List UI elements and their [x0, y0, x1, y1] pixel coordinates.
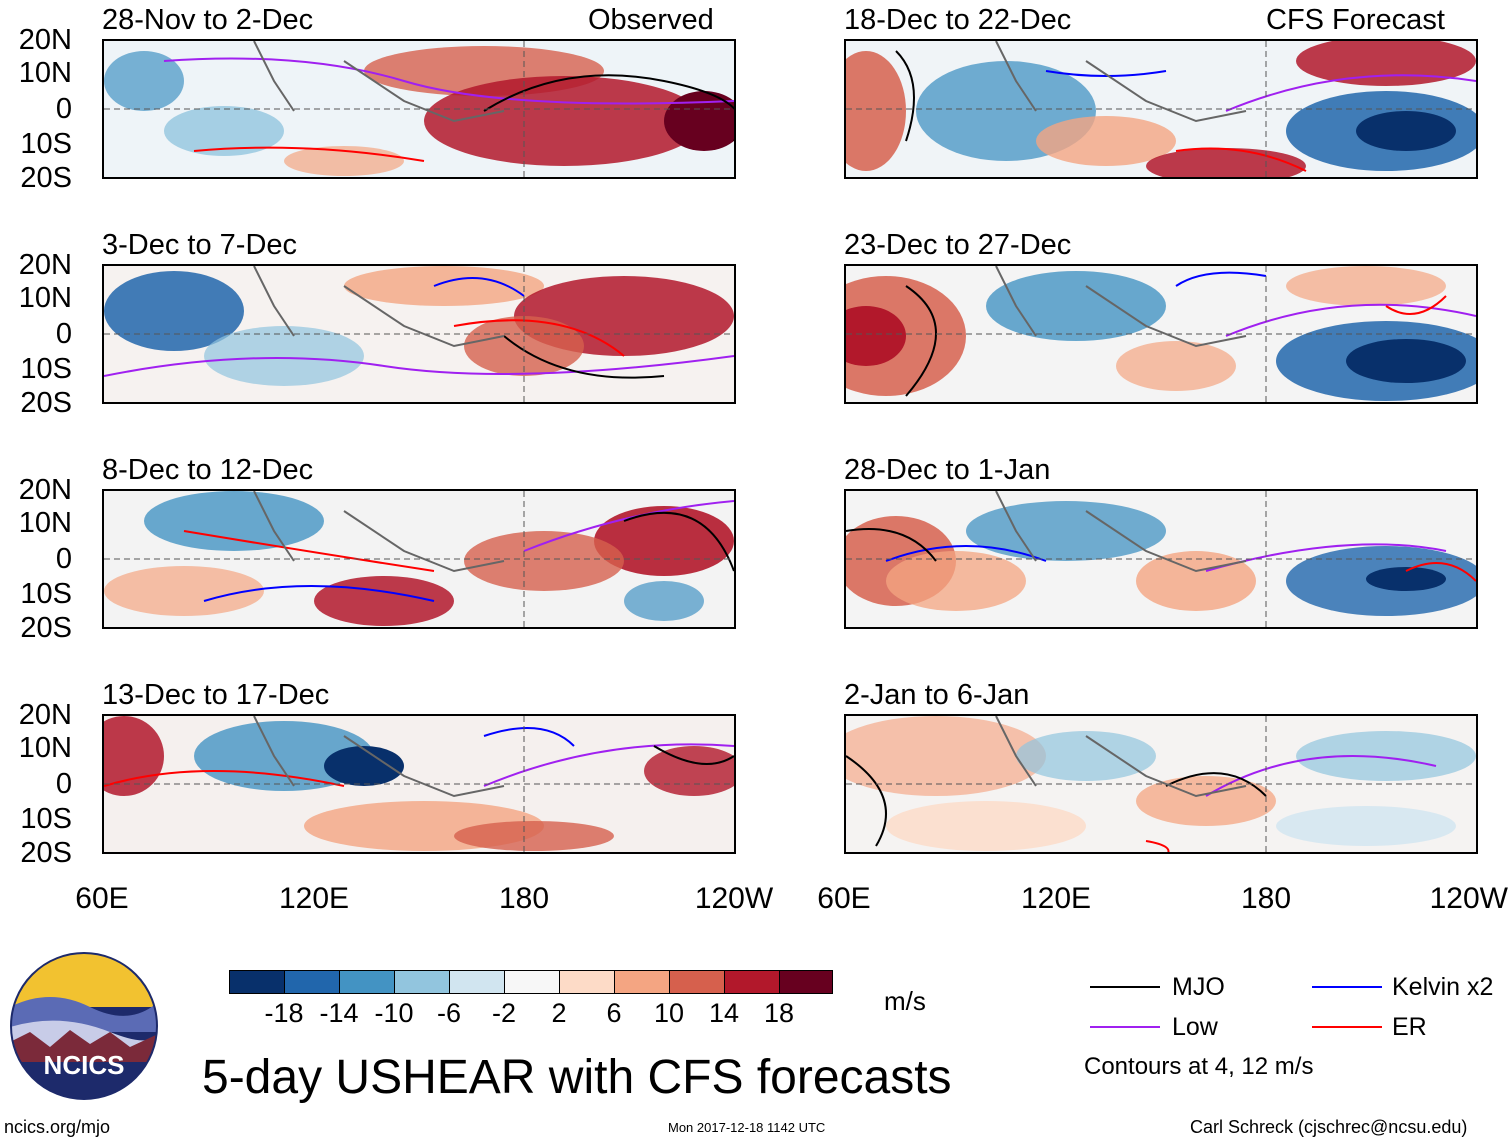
panel-label-3: 13-Dec to 17-Dec: [102, 679, 330, 711]
colorbar-cell: [779, 970, 833, 994]
colorbar-cell: [614, 970, 670, 994]
legend-er-line: [1312, 1026, 1382, 1028]
map-panel-5: [844, 264, 1478, 404]
legend-kelvin-line: [1312, 986, 1382, 988]
colorbar-cell: [669, 970, 725, 994]
panel-label-1: 3-Dec to 7-Dec: [102, 229, 298, 261]
colorbar-cell: [284, 970, 340, 994]
map-panel-2: [102, 489, 736, 629]
legend-contour-note: Contours at 4, 12 m/s: [1084, 1053, 1314, 1080]
panel-label-2: 8-Dec to 12-Dec: [102, 454, 314, 486]
map-panel-0: [102, 39, 736, 179]
colorbar-cell: [504, 970, 560, 994]
colorbar-cell: [394, 970, 450, 994]
legend-low-label: Low: [1172, 1013, 1218, 1041]
legend-kelvin-label: Kelvin x2: [1392, 973, 1494, 1001]
colorbar: [229, 970, 833, 994]
colorbar-cell: [559, 970, 615, 994]
ncics-logo: NCICS: [10, 952, 158, 1100]
footer-timestamp: Mon 2017-12-18 1142 UTC: [668, 1120, 826, 1135]
map-panel-3: [102, 714, 736, 854]
legend-er-label: ER: [1392, 1013, 1427, 1041]
map-panel-6: [844, 489, 1478, 629]
map-panel-7: [844, 714, 1478, 854]
footer-author: Carl Schreck (cjschrec@ncsu.edu): [1190, 1117, 1468, 1137]
legend-mjo-line: [1090, 986, 1160, 988]
panel-tag-cfs-forecast: CFS Forecast: [1266, 4, 1445, 36]
panel-label-5: 23-Dec to 27-Dec: [844, 229, 1072, 261]
legend-low-line: [1090, 1026, 1160, 1028]
colorbar-cell: [449, 970, 505, 994]
panel-tag-observed: Observed: [588, 4, 714, 36]
map-panel-1: [102, 264, 736, 404]
colorbar-cell: [724, 970, 780, 994]
panel-label-6: 28-Dec to 1-Jan: [844, 454, 1051, 486]
figure-title: 5-day USHEAR with CFS forecasts: [202, 1051, 952, 1104]
map-panel-4: [844, 39, 1478, 179]
legend-mjo-label: MJO: [1172, 973, 1225, 1001]
panel-label-7: 2-Jan to 6-Jan: [844, 679, 1030, 711]
colorbar-units: m/s: [884, 986, 926, 1016]
colorbar-cell: [229, 970, 285, 994]
colorbar-cell: [339, 970, 395, 994]
logo-text: NCICS: [43, 1050, 125, 1080]
panel-label-4: 18-Dec to 22-Dec: [844, 4, 1072, 36]
panel-label-0: 28-Nov to 2-Dec: [102, 4, 314, 36]
footer-url: ncics.org/mjo: [4, 1117, 111, 1137]
